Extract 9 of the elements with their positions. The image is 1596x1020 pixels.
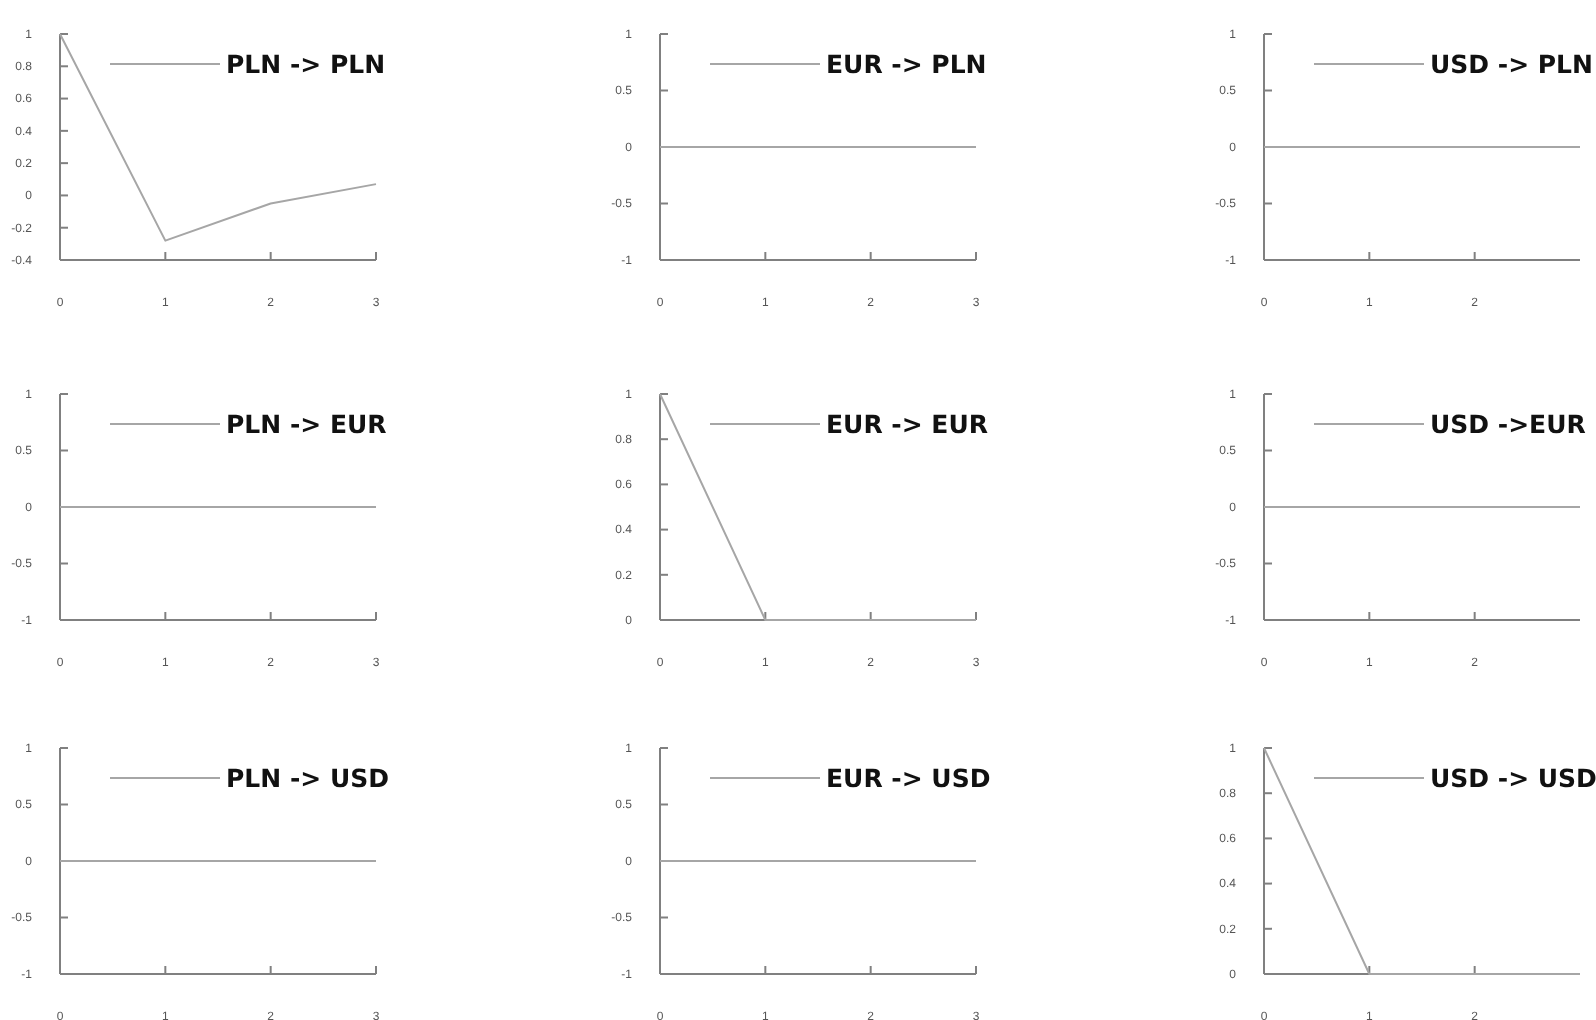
legend-label: EUR -> EUR bbox=[826, 408, 989, 439]
legend-label: EUR -> USD bbox=[826, 762, 991, 793]
legend-label: PLN -> USD bbox=[226, 762, 389, 793]
legend-label: USD -> USD bbox=[1430, 762, 1596, 793]
legend-label: PLN -> EUR bbox=[226, 408, 388, 439]
legend-label: USD -> PLN bbox=[1430, 48, 1593, 79]
legend-label: USD ->EUR bbox=[1430, 408, 1587, 439]
legend-label: EUR -> PLN bbox=[826, 48, 987, 79]
legend-label: PLN -> PLN bbox=[226, 48, 386, 79]
